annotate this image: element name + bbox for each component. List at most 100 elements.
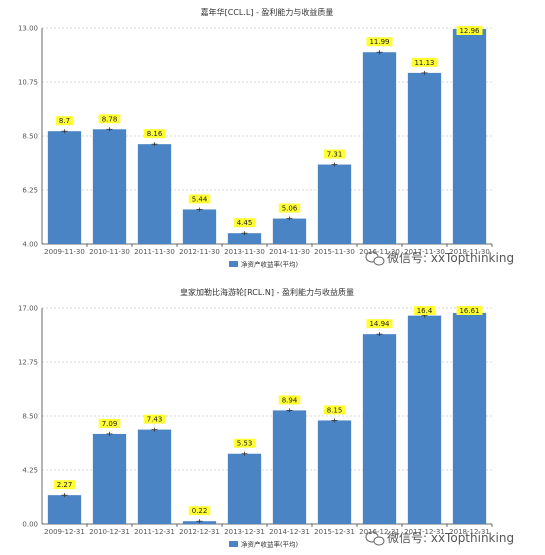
data-label-bg <box>233 218 256 228</box>
data-label: 11.13 <box>414 59 434 67</box>
data-label-bg <box>188 194 211 204</box>
bar[interactable] <box>92 433 127 524</box>
data-label-bg <box>98 114 121 124</box>
data-label: 8.78 <box>102 115 118 123</box>
x-tick-label: 2015-12-31 <box>314 528 355 536</box>
x-tick-label: 2018-11-30 <box>449 248 490 256</box>
y-tick-label: 0.00 <box>22 521 38 529</box>
data-label: 8.7 <box>59 117 70 125</box>
data-label: 8.15 <box>327 406 343 414</box>
data-label-bg <box>456 306 483 315</box>
data-label: 8.94 <box>282 396 298 404</box>
data-label: 5.44 <box>192 195 208 203</box>
y-tick-label: 6.25 <box>22 187 38 195</box>
data-label: 8.16 <box>147 130 163 138</box>
x-tick-label: 2011-11-30 <box>134 248 175 256</box>
bar[interactable] <box>227 233 262 244</box>
data-label-bg <box>143 129 166 139</box>
chart-title: 皇家加勒比海游轮[RCL.N] - 盈利能力与收益质量 <box>180 287 354 297</box>
x-tick-label: 2017-11-30 <box>404 248 445 256</box>
bar[interactable] <box>182 209 217 244</box>
y-tick-label: 8.50 <box>22 413 38 421</box>
x-tick-label: 2010-12-31 <box>89 528 130 536</box>
data-label-bg <box>323 405 346 415</box>
watermark: 微信号: xxTopthinking <box>365 251 514 266</box>
wechat-icon-bubble <box>373 256 385 266</box>
bar[interactable] <box>452 312 487 524</box>
data-label-bg <box>278 203 301 213</box>
bar[interactable] <box>407 315 442 524</box>
chart-ccl-svg: 嘉年华[CCL.L] - 盈利能力与收益质量 4.00 6.25 8.50 10.75 1… <box>18 7 514 269</box>
bar[interactable] <box>317 420 352 524</box>
data-label-bg <box>233 438 256 448</box>
data-label: 0.22 <box>192 507 208 515</box>
data-label: 11.99 <box>369 38 389 46</box>
data-label: 16.4 <box>417 307 433 315</box>
data-label-bg <box>143 414 166 424</box>
y-tick-label: 13.00 <box>18 25 38 33</box>
data-label-bg <box>366 37 393 47</box>
data-label-bg <box>413 306 436 315</box>
x-tick-label: 2013-12-31 <box>224 528 265 536</box>
x-tick-label: 2016-12-31 <box>359 528 400 536</box>
x-tick-label: 2009-12-31 <box>44 528 85 536</box>
x-tick-label: 2012-12-31 <box>179 528 220 536</box>
bar[interactable] <box>452 28 487 245</box>
legend: 净资产收益率(平均) <box>229 540 298 549</box>
data-label: 5.06 <box>282 205 298 213</box>
bar[interactable] <box>227 453 262 524</box>
bar[interactable] <box>407 72 442 244</box>
data-label: 5.53 <box>237 440 253 448</box>
data-label: 12.96 <box>459 27 480 35</box>
bar[interactable] <box>47 131 82 244</box>
data-label: 4.45 <box>237 219 253 227</box>
data-label: 14.94 <box>369 320 390 328</box>
y-tick-label: 17.00 <box>18 305 38 313</box>
data-label-bg <box>456 26 483 35</box>
y-tick-label: 4.00 <box>22 241 38 249</box>
data-label-bg <box>366 319 393 329</box>
watermark-text: 微信号: xxTopthinking <box>387 251 514 265</box>
data-label-bg <box>55 116 74 126</box>
chart-rcl: 皇家加勒比海游轮[RCL.N] - 盈利能力与收益质量 0.00 4.25 8.50 1… <box>0 280 545 555</box>
bar[interactable] <box>362 52 397 244</box>
watermark-text: 微信号: xxTopthinking <box>387 531 514 545</box>
legend-swatch <box>229 541 238 547</box>
legend: 净资产收益率(平均) <box>229 260 298 269</box>
x-tick-label: 2009-11-30 <box>44 248 85 256</box>
data-label-bg <box>188 506 211 516</box>
bar[interactable] <box>317 164 352 244</box>
data-label: 2.27 <box>57 481 73 489</box>
bar[interactable] <box>362 334 397 524</box>
chart-title: 嘉年华[CCL.L] - 盈利能力与收益质量 <box>201 7 334 17</box>
x-tick-label: 2018-12-31 <box>449 528 490 536</box>
y-tick-label: 4.25 <box>22 467 38 475</box>
chart-rcl-svg: 皇家加勒比海游轮[RCL.N] - 盈利能力与收益质量 0.00 4.25 8.50 1… <box>18 287 514 549</box>
bar[interactable] <box>137 429 172 524</box>
data-label: 7.31 <box>327 151 343 159</box>
x-tick-label: 2014-12-31 <box>269 528 310 536</box>
x-tick-label: 2013-11-30 <box>224 248 265 256</box>
data-label-bg <box>53 480 76 490</box>
bar[interactable] <box>272 410 307 524</box>
y-tick-label: 8.50 <box>22 133 38 141</box>
x-tick-label: 2010-11-30 <box>89 248 130 256</box>
chart-ccl: 嘉年华[CCL.L] - 盈利能力与收益质量 4.00 6.25 8.50 10.75 1… <box>0 0 545 275</box>
x-tick-label: 2011-12-31 <box>134 528 175 536</box>
bar[interactable] <box>92 129 127 244</box>
x-tick-label: 2012-11-30 <box>179 248 220 256</box>
data-label-bg <box>411 57 438 67</box>
x-tick-label: 2015-11-30 <box>314 248 355 256</box>
x-tick-label: 2016-11-30 <box>359 248 400 256</box>
bar[interactable] <box>272 218 307 244</box>
x-tick-label: 2014-11-30 <box>269 248 310 256</box>
wechat-icon-bubble <box>373 536 385 546</box>
y-tick-label: 10.75 <box>18 79 38 87</box>
bar[interactable] <box>47 495 82 524</box>
watermark: 微信号: xxTopthinking <box>365 531 514 546</box>
data-label-bg <box>98 418 121 428</box>
legend-label: 净资产收益率(平均) <box>241 260 298 269</box>
data-label-bg <box>278 395 301 405</box>
data-label-bg <box>323 149 346 159</box>
bar[interactable] <box>137 144 172 244</box>
